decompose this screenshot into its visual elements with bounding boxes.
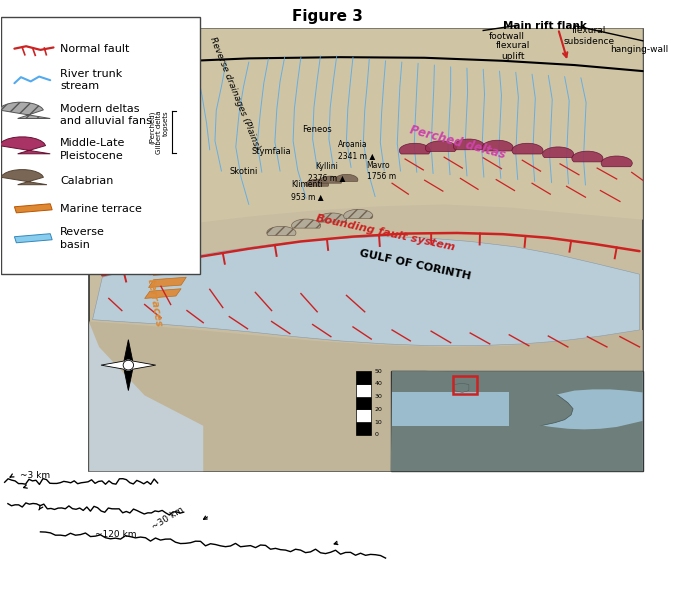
FancyBboxPatch shape: [356, 422, 371, 435]
Text: flexural
uplift: flexural uplift: [496, 41, 530, 61]
Polygon shape: [0, 102, 50, 119]
Polygon shape: [319, 176, 342, 183]
Polygon shape: [391, 371, 643, 471]
Text: (Perched)
Gilbert delta
topsets: (Perched) Gilbert delta topsets: [149, 110, 169, 154]
Polygon shape: [392, 371, 573, 428]
Polygon shape: [601, 156, 633, 167]
Polygon shape: [101, 361, 128, 370]
FancyBboxPatch shape: [392, 392, 509, 426]
Polygon shape: [306, 179, 329, 186]
Polygon shape: [123, 365, 134, 390]
Text: Reverse
basin: Reverse basin: [60, 227, 105, 250]
Polygon shape: [335, 174, 358, 181]
Text: 40: 40: [374, 381, 382, 387]
Text: Feneos: Feneos: [302, 125, 332, 135]
Polygon shape: [0, 137, 50, 154]
Text: 0: 0: [374, 432, 378, 437]
Polygon shape: [1, 170, 47, 185]
FancyBboxPatch shape: [356, 371, 371, 384]
Text: 10: 10: [374, 420, 382, 424]
Text: Calabrian: Calabrian: [60, 176, 113, 186]
Text: 50: 50: [374, 368, 382, 374]
Polygon shape: [92, 237, 639, 346]
Text: Skotini: Skotini: [229, 167, 258, 175]
Polygon shape: [572, 151, 603, 162]
Polygon shape: [89, 280, 203, 471]
Polygon shape: [482, 140, 513, 151]
Text: Kyllini
2376 m ▲: Kyllini 2376 m ▲: [308, 162, 346, 182]
Polygon shape: [391, 371, 643, 471]
Text: Normal fault: Normal fault: [60, 44, 129, 54]
Polygon shape: [148, 277, 186, 287]
Text: footwall: footwall: [489, 32, 525, 41]
Text: 20: 20: [374, 407, 382, 412]
Polygon shape: [89, 322, 643, 471]
Polygon shape: [14, 234, 52, 243]
Polygon shape: [454, 383, 469, 392]
Text: Mavro
1756 m: Mavro 1756 m: [367, 161, 396, 181]
Polygon shape: [344, 209, 373, 219]
Text: Marine terrace: Marine terrace: [60, 203, 142, 214]
Circle shape: [123, 361, 134, 370]
Polygon shape: [158, 252, 199, 263]
FancyBboxPatch shape: [356, 384, 371, 396]
Text: hanging-wall: hanging-wall: [610, 46, 669, 54]
Polygon shape: [542, 147, 574, 158]
Polygon shape: [128, 361, 156, 370]
Polygon shape: [399, 143, 431, 154]
FancyBboxPatch shape: [356, 396, 371, 409]
Polygon shape: [292, 219, 321, 228]
Polygon shape: [89, 29, 643, 232]
Text: Figure 3: Figure 3: [292, 9, 362, 24]
Text: GULF OF CORINTH: GULF OF CORINTH: [358, 248, 471, 282]
Text: flexural
subsidence: flexural subsidence: [564, 26, 615, 46]
Polygon shape: [144, 289, 181, 298]
Text: Reverse drainages (Plains): Reverse drainages (Plains): [207, 36, 261, 151]
Polygon shape: [425, 141, 456, 152]
Polygon shape: [512, 143, 543, 154]
Text: ~3 km: ~3 km: [20, 471, 49, 481]
Polygon shape: [454, 139, 485, 150]
FancyBboxPatch shape: [1, 16, 200, 274]
Text: ~120 km: ~120 km: [95, 530, 136, 540]
Polygon shape: [14, 204, 52, 213]
FancyBboxPatch shape: [356, 409, 371, 422]
Text: Xylokastrο terraces: Xylokastrο terraces: [135, 212, 165, 326]
Polygon shape: [317, 213, 346, 222]
Text: Main rift flank: Main rift flank: [503, 21, 587, 31]
Text: Aroania
2341 m ▲: Aroania 2341 m ▲: [338, 140, 375, 160]
Polygon shape: [267, 227, 296, 236]
Text: River trunk
stream: River trunk stream: [60, 69, 122, 91]
Polygon shape: [123, 340, 134, 365]
Text: ~30 km: ~30 km: [150, 505, 185, 531]
Polygon shape: [89, 29, 643, 471]
Text: Middle-Late
Pleistocene: Middle-Late Pleistocene: [60, 138, 125, 161]
Text: Stymfalia: Stymfalia: [252, 147, 292, 157]
Polygon shape: [153, 265, 192, 275]
Text: Modern deltas
and alluvial fans: Modern deltas and alluvial fans: [60, 104, 152, 126]
Text: Klimenti
953 m ▲: Klimenti 953 m ▲: [291, 180, 323, 200]
Text: 30: 30: [374, 394, 382, 399]
Text: Perched deltas: Perched deltas: [407, 123, 506, 161]
Text: Bounding fault system: Bounding fault system: [315, 213, 456, 253]
